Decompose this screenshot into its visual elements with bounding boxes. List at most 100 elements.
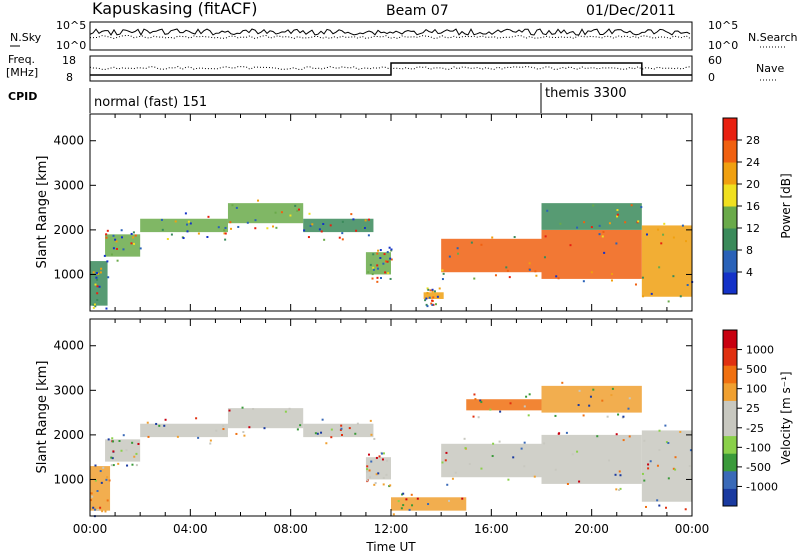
vel-speck <box>658 429 661 432</box>
vel-colorbar-tick-label: 500 <box>746 363 767 376</box>
power-colorbar-swatch <box>723 250 737 273</box>
vel-speck <box>131 463 134 466</box>
power-colorbar-swatches <box>723 118 737 295</box>
vel-speck <box>441 461 444 464</box>
power-speck <box>96 285 99 288</box>
power-colorbar-swatch <box>723 206 737 229</box>
vel-speck <box>375 456 378 459</box>
power-speck <box>130 232 133 235</box>
vel-speck <box>509 402 512 405</box>
power-speck <box>120 236 123 239</box>
power-speck <box>341 238 344 241</box>
nave-label: Nave <box>756 62 784 75</box>
vel-speck <box>321 418 324 421</box>
vel-speck <box>118 439 121 442</box>
power-colorbar-swatch <box>723 118 737 141</box>
power-speck <box>372 268 375 271</box>
vel-speck <box>619 474 622 477</box>
power-speck <box>322 222 325 225</box>
power-speck <box>112 247 115 250</box>
vel-speck <box>378 455 381 458</box>
power-speck <box>174 220 177 223</box>
power-speck <box>115 240 118 243</box>
velocity-bg <box>90 319 692 516</box>
power-speck <box>438 287 441 290</box>
power-speck <box>473 277 476 280</box>
vel-speck <box>656 499 659 502</box>
vel-band <box>466 399 542 411</box>
velocity-ylabel: Slant Range [km] <box>35 361 50 474</box>
power-speck <box>615 242 618 245</box>
power-speck <box>386 251 389 254</box>
vel-speck <box>91 495 94 498</box>
vel-speck <box>392 513 395 516</box>
freq-label: Freq. <box>8 53 35 66</box>
power-speck <box>280 211 283 214</box>
power-speck <box>376 252 379 255</box>
cpid-label: CPID <box>8 90 37 103</box>
vel-speck <box>674 456 677 459</box>
vel-band <box>541 385 642 413</box>
power-speck <box>189 222 192 225</box>
vel-speck <box>479 399 482 402</box>
vel-speck <box>596 435 599 438</box>
vel-speck <box>133 455 136 458</box>
power-speck <box>425 297 428 300</box>
power-speck <box>657 228 660 231</box>
power-speck <box>630 204 633 207</box>
vel-speck <box>656 464 659 467</box>
vel-speck <box>688 465 691 468</box>
vel-speck <box>641 472 644 475</box>
velocity-colorbar-label: Velocity [m s⁻¹] <box>779 371 793 464</box>
x-tick-label: 04:00 <box>173 522 208 536</box>
power-speck <box>426 291 429 294</box>
vel-speck <box>628 435 631 438</box>
power-speck <box>583 221 586 224</box>
vel-speck <box>366 479 369 482</box>
power-speck <box>95 276 98 279</box>
power-colorbar-swatch <box>723 184 737 207</box>
power-speck <box>106 260 109 263</box>
vel-speck <box>375 473 378 476</box>
power-speck <box>185 223 188 226</box>
vel-band <box>105 439 141 462</box>
power-speck <box>254 219 257 222</box>
vel-speck <box>340 424 343 427</box>
power-band <box>227 203 304 224</box>
power-speck <box>389 257 392 260</box>
power-speck <box>608 222 611 225</box>
freq-panel: Freq. [MHz] 18 8 60 0 Nave <box>6 53 784 84</box>
power-speck <box>456 247 459 250</box>
vel-speck <box>377 472 380 475</box>
cpid-mode-normal: normal (fast) 151 <box>94 95 207 110</box>
power-speck <box>97 272 100 275</box>
vel-speck <box>463 437 466 440</box>
vel-speck <box>382 476 385 479</box>
power-speck <box>105 307 108 310</box>
power-speck <box>132 231 135 234</box>
vel-speck <box>416 497 419 500</box>
power-speck <box>376 267 379 270</box>
power-speck <box>641 276 644 279</box>
vel-speck <box>402 504 405 507</box>
vel-speck <box>643 439 646 442</box>
power-speck <box>224 238 227 241</box>
power-speck <box>139 247 142 250</box>
power-speck <box>598 224 601 227</box>
power-speck <box>660 242 663 245</box>
vel-speck <box>492 442 495 445</box>
vel-speck <box>373 483 376 486</box>
vel-speck <box>288 407 291 410</box>
power-speck <box>610 279 613 282</box>
vel-speck <box>99 470 102 473</box>
power-speck <box>390 258 393 261</box>
vel-speck <box>296 428 299 431</box>
power-speck <box>93 303 96 306</box>
power-band <box>90 261 108 306</box>
vel-speck <box>374 482 377 485</box>
velocity-yticks: 1000 2000 3000 4000 <box>53 339 692 486</box>
vel-speck <box>647 463 650 466</box>
power-speck <box>350 213 353 216</box>
vel-speck <box>111 437 114 440</box>
vel-speck <box>99 506 102 509</box>
